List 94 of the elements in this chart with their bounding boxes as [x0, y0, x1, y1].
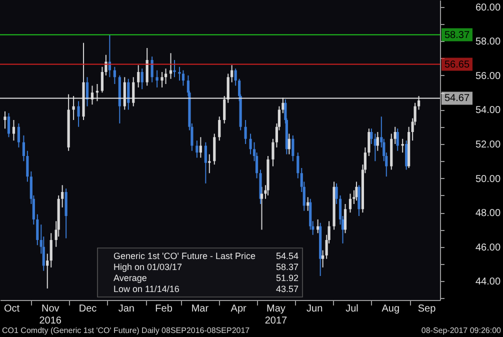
candlestick	[7, 112, 10, 138]
candlestick	[146, 48, 148, 86]
x-tick-label: May 2017	[264, 304, 288, 326]
candlestick	[322, 250, 324, 268]
candlestick	[182, 70, 185, 86]
candlestick	[358, 184, 360, 216]
candlestick	[12, 120, 16, 142]
candlestick	[292, 134, 294, 162]
x-tick-label: Feb	[155, 304, 173, 314]
x-tick-label: Mar	[191, 304, 210, 314]
candlestick	[394, 126, 396, 144]
y-tick-label: 54.00	[476, 105, 501, 116]
candlestick	[370, 128, 373, 144]
candlestick	[234, 68, 237, 86]
candlestick	[17, 122, 20, 148]
candlestick	[344, 204, 347, 234]
candlestick	[368, 128, 370, 156]
candlestick	[226, 73, 230, 104]
x-tick-label: Aug	[382, 304, 400, 314]
ref-line-label: 54.67	[444, 93, 470, 104]
candlestick	[348, 193, 352, 214]
candlestick	[196, 140, 198, 158]
y-tick-label: 60.00	[476, 2, 501, 14]
annotation: Average	[114, 273, 147, 283]
candlestick	[86, 76, 89, 107]
candlestick	[396, 128, 399, 152]
candlestick	[178, 66, 181, 82]
candlestick	[296, 152, 300, 179]
candlestick	[100, 66, 104, 94]
candlestick	[213, 133, 216, 166]
candlestick	[249, 133, 252, 155]
annotation: Generic 1st 'CO' Future - Last Price	[114, 251, 256, 261]
candlestick	[113, 66, 116, 84]
candlestick	[150, 56, 154, 83]
candlestick	[335, 182, 338, 204]
candlestick	[137, 64, 140, 88]
candlestick	[140, 68, 144, 90]
text: CO1 Comdty (Generic 1st 'CO' Future) Daily 08SEP2016-08SEP2017	[2, 326, 250, 335]
candlestick	[46, 253, 49, 290]
candlestick	[244, 120, 247, 144]
candlestick	[282, 97, 284, 114]
y-tick-label: 48.00	[476, 208, 501, 220]
candlestick	[4, 110, 6, 130]
candlestick	[218, 116, 221, 142]
y-tick-label: 56.00	[476, 70, 501, 82]
y-tick-label: 50.00	[476, 174, 501, 185]
candlestick	[156, 70, 158, 88]
candlestick	[22, 134, 25, 162]
candlestick	[230, 64, 234, 83]
candlestick	[223, 96, 226, 124]
ref-line-label: 56.65	[444, 59, 470, 70]
y-tick-label: 44.00	[476, 276, 501, 288]
candlestick	[164, 68, 168, 84]
y-tick-label: 46.00	[476, 242, 501, 254]
x-tick-label: Jul	[346, 304, 358, 314]
candlestick	[77, 100, 80, 128]
y-tick-label: 52.00	[476, 140, 501, 150]
candlestick	[36, 214, 39, 246]
y-tick-label: 58.00	[476, 36, 501, 48]
annotation: 58.37	[276, 262, 298, 272]
candlestick	[64, 188, 68, 239]
x-tick-label: Apr	[230, 304, 248, 314]
candlestick	[355, 181, 358, 202]
text: 08-Sep-2017 09:26:00	[421, 326, 502, 335]
candlestick	[61, 184, 64, 208]
x-tick-label: Sep	[418, 304, 436, 314]
candlestick	[204, 142, 207, 184]
x-tick-label: Dec	[78, 304, 97, 314]
annotation: Low on 11/14/16	[114, 284, 180, 294]
ref-line-label: 58.37	[444, 30, 470, 41]
x-tick-label: Oct	[4, 304, 20, 314]
candlestick	[26, 150, 29, 182]
candlestick	[208, 154, 211, 174]
candlestick	[127, 78, 130, 110]
candlestick	[123, 76, 126, 110]
candlestick	[104, 54, 108, 76]
candlestick	[288, 133, 290, 155]
candlestick	[417, 96, 420, 110]
x-tick-label: Jan	[118, 304, 134, 314]
candlestick	[376, 132, 379, 152]
candlestick	[374, 133, 376, 162]
candlestick	[132, 76, 135, 107]
candlestick	[160, 72, 164, 88]
candlestick	[199, 136, 202, 158]
x-tick-label: Nov 2016	[39, 304, 62, 326]
x-tick-label: Jun	[306, 304, 323, 314]
candlestick	[173, 60, 176, 78]
candlestick	[50, 232, 52, 268]
annotation: 51.92	[276, 273, 298, 283]
candlestick	[108, 34, 111, 78]
annotation: 54.54	[276, 251, 298, 261]
annotation: High on 01/03/17	[114, 262, 182, 272]
annotation: 43.57	[276, 284, 298, 294]
candlestick	[405, 140, 408, 170]
